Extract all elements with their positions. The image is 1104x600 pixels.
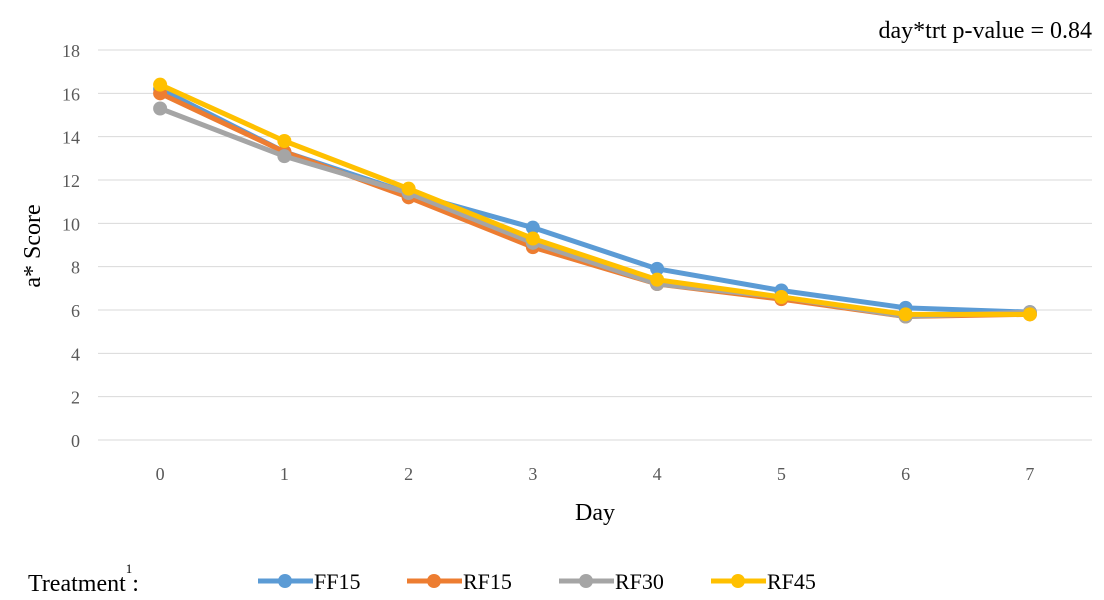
data-point xyxy=(650,261,665,276)
legend-title-text: Treatment xyxy=(28,571,126,597)
legend-item-rf45: RF45 xyxy=(711,569,816,594)
data-point xyxy=(277,149,292,164)
legend-label: RF30 xyxy=(615,569,664,594)
x-tick-label: 2 xyxy=(404,464,413,484)
y-tick-label: 16 xyxy=(62,84,80,104)
y-axis-title: a* Score xyxy=(20,204,46,287)
legend-swatch-marker xyxy=(731,574,745,588)
data-point xyxy=(153,101,168,116)
chart-annotation: day*trt p-value = 0.84 xyxy=(879,18,1092,44)
y-tick-label: 0 xyxy=(71,431,80,451)
data-point xyxy=(1022,307,1037,322)
y-axis-ticks: 0 2 4 6 8 10 12 14 16 18 xyxy=(62,41,80,451)
legend-item-rf30: RF30 xyxy=(559,569,664,594)
legend-title-superscript: 1 xyxy=(126,561,133,576)
series-rf15 xyxy=(153,86,1037,324)
y-tick-label: 6 xyxy=(71,301,80,321)
series-line-rf15 xyxy=(157,90,1033,319)
y-tick-label: 12 xyxy=(62,171,80,191)
data-point xyxy=(153,77,168,92)
legend-label: FF15 xyxy=(314,569,360,594)
x-tick-label: 6 xyxy=(901,464,910,484)
y-tick-label: 4 xyxy=(71,344,80,364)
gridlines xyxy=(98,49,1092,441)
series-rf45 xyxy=(153,77,1037,322)
x-tick-label: 5 xyxy=(777,464,786,484)
x-tick-label: 0 xyxy=(156,464,165,484)
y-tick-label: 8 xyxy=(71,258,80,278)
data-point xyxy=(650,272,665,287)
y-tick-label: 10 xyxy=(62,214,80,234)
x-tick-label: 3 xyxy=(528,464,537,484)
x-axis-ticks: 0 1 2 3 4 5 6 7 xyxy=(156,464,1035,484)
series-line-ff15 xyxy=(157,86,1033,315)
legend: Treatment1: FF15 RF15 RF30 RF45 xyxy=(28,561,816,597)
data-point xyxy=(898,307,913,322)
legend-swatch-marker xyxy=(427,574,441,588)
legend-title: Treatment1: xyxy=(28,561,139,597)
legend-items: FF15 RF15 RF30 RF45 xyxy=(258,569,816,594)
series-layer xyxy=(153,77,1037,324)
legend-title-suffix: : xyxy=(132,571,139,597)
y-tick-label: 2 xyxy=(71,388,80,408)
data-point xyxy=(277,134,292,148)
legend-label: RF45 xyxy=(767,569,816,594)
legend-item-rf15: RF15 xyxy=(407,569,512,594)
x-tick-label: 1 xyxy=(280,464,289,484)
series-line-rf45 xyxy=(157,82,1033,317)
y-tick-label: 14 xyxy=(62,128,80,148)
legend-swatch-marker xyxy=(278,574,292,588)
series-ff15 xyxy=(153,82,1037,320)
data-point xyxy=(401,181,416,196)
legend-swatch-marker xyxy=(579,574,593,588)
data-point xyxy=(525,231,540,246)
legend-item-ff15: FF15 xyxy=(258,569,360,594)
legend-label: RF15 xyxy=(463,569,512,594)
x-axis-title: Day xyxy=(575,500,615,526)
y-tick-label: 18 xyxy=(62,41,80,61)
data-point xyxy=(525,220,540,235)
x-tick-label: 7 xyxy=(1025,464,1034,484)
x-tick-label: 4 xyxy=(653,464,662,484)
data-point xyxy=(774,290,789,304)
